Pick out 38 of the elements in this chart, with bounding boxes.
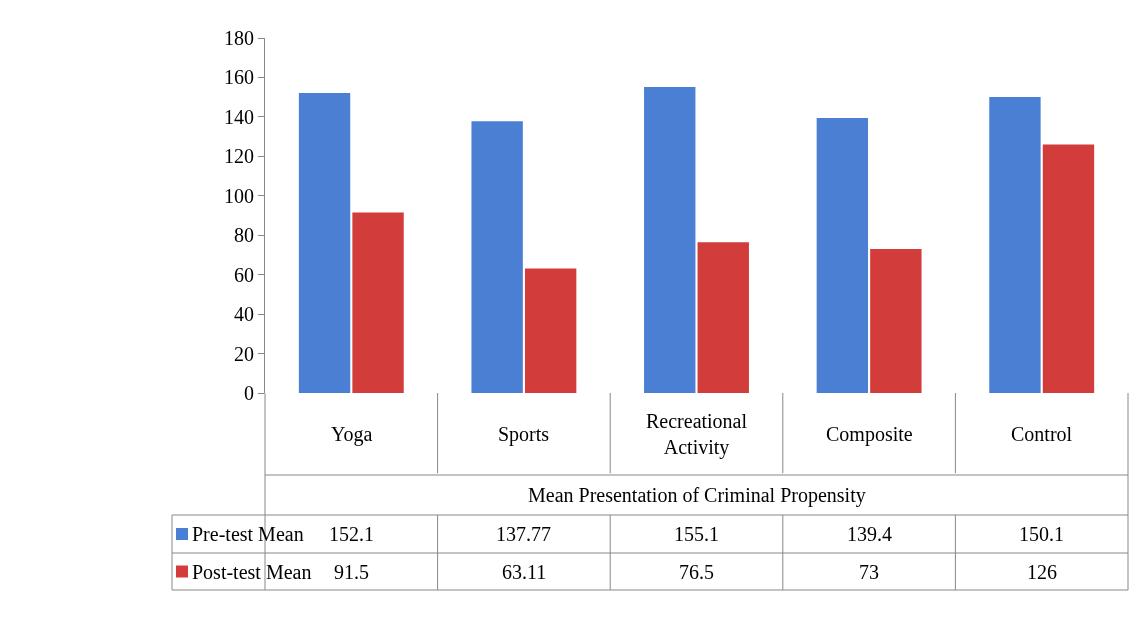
y-tick-label: 140 xyxy=(224,105,254,128)
bar xyxy=(524,268,577,393)
legend-label: Pre-test Mean xyxy=(192,523,304,545)
x-tick-label: Control xyxy=(1011,423,1073,445)
data-label: 137.77 xyxy=(496,523,551,545)
bar xyxy=(352,212,404,393)
data-label: 126 xyxy=(1027,561,1057,583)
data-label: 73 xyxy=(859,561,879,583)
bar xyxy=(471,121,523,393)
x-axis-title: Mean Presentation of Criminal Propensity xyxy=(528,484,866,507)
y-tick-label: 100 xyxy=(224,184,254,207)
data-label: 139.4 xyxy=(847,523,892,545)
y-tick-label: 80 xyxy=(234,224,254,247)
y-tick-label: 120 xyxy=(224,145,254,168)
data-label: 76.5 xyxy=(679,561,714,583)
y-tick-label: 160 xyxy=(224,66,254,89)
bar xyxy=(989,96,1041,393)
bar xyxy=(298,93,351,393)
bar xyxy=(816,118,869,393)
bar xyxy=(644,87,696,393)
legend-label: Post-test Mean xyxy=(192,561,312,583)
x-tick-label: Recreational Activity xyxy=(646,410,748,459)
bar xyxy=(1042,144,1095,393)
y-tick-label: 40 xyxy=(234,303,254,326)
x-tick-label: Composite xyxy=(826,423,913,446)
y-tick-label: 0 xyxy=(244,382,254,404)
x-tick-label: Sports xyxy=(498,423,550,446)
data-label: 152.1 xyxy=(329,523,374,545)
x-tick-label: Yoga xyxy=(331,423,373,446)
data-label: 91.5 xyxy=(334,561,369,583)
bar xyxy=(870,249,922,393)
y-tick-label: 180 xyxy=(224,27,254,49)
data-label: 155.1 xyxy=(674,523,719,545)
y-tick-label: 20 xyxy=(234,342,254,365)
y-tick-label: 60 xyxy=(234,263,254,286)
data-label: 150.1 xyxy=(1019,523,1064,545)
bar xyxy=(697,242,749,393)
data-label: 63.11 xyxy=(502,561,547,583)
